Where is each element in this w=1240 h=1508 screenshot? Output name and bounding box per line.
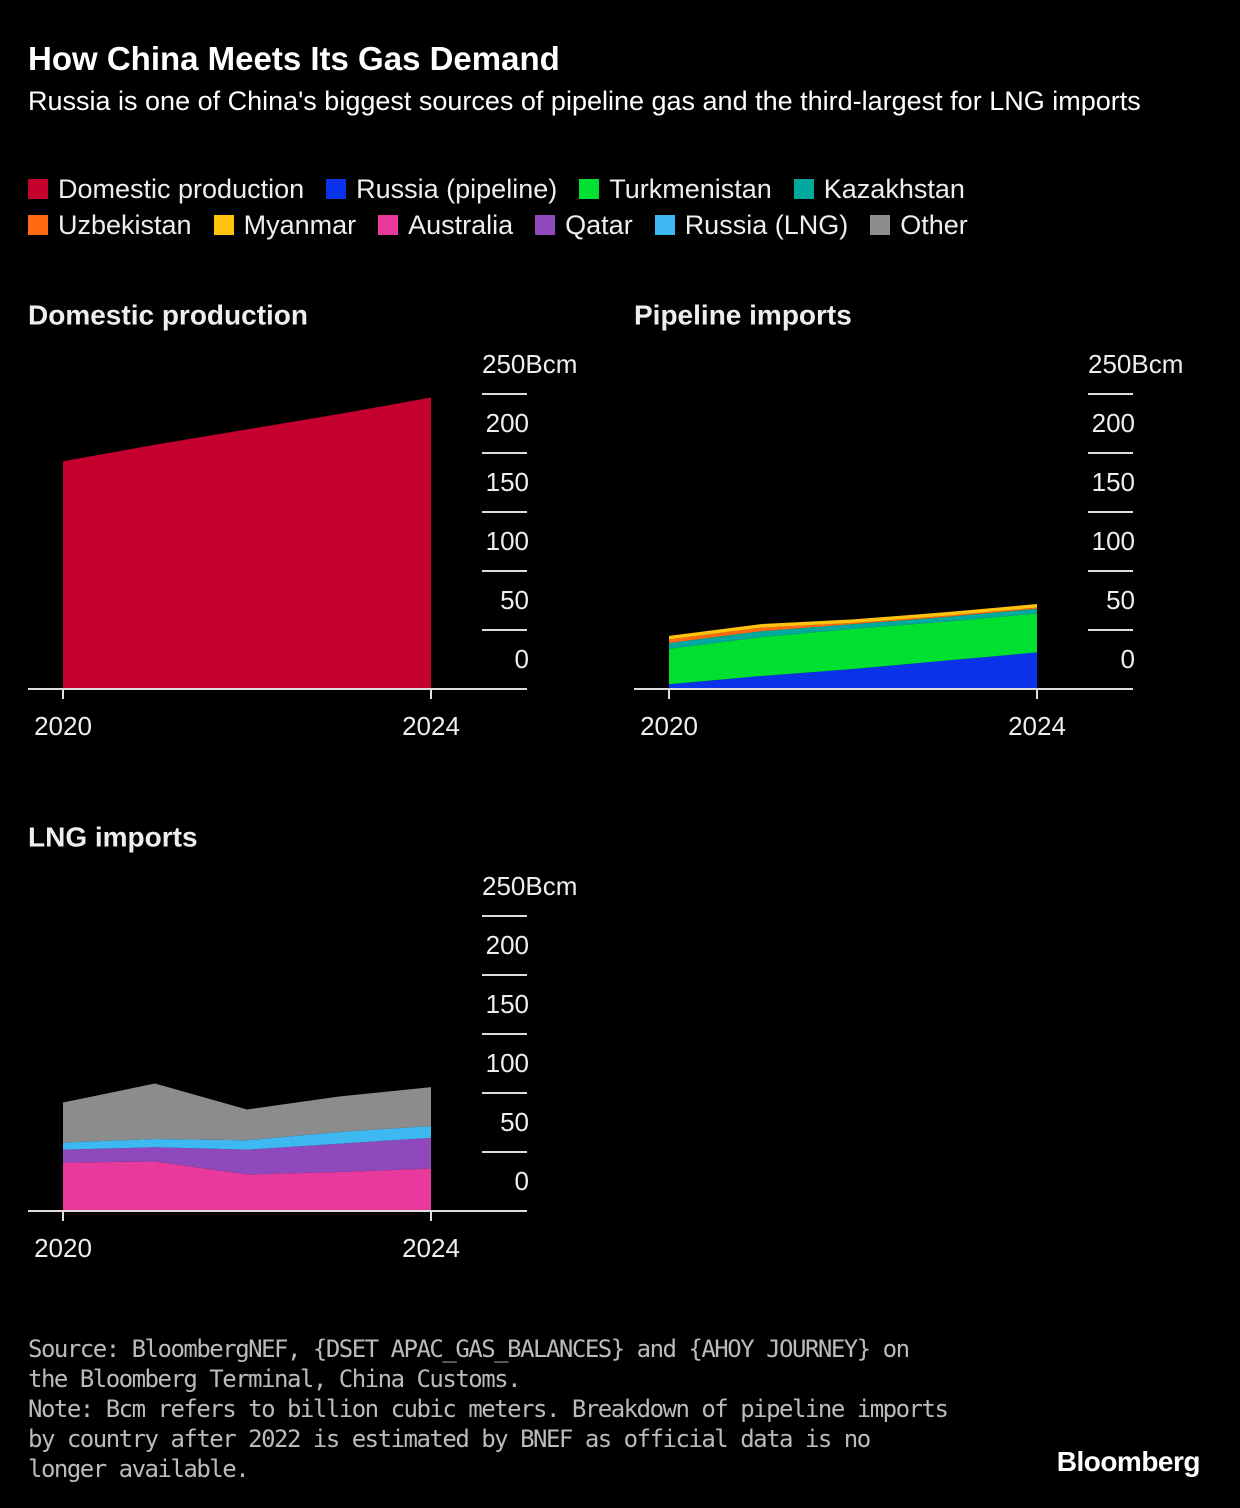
- area: [63, 1083, 431, 1143]
- legend-swatch: [535, 215, 556, 235]
- y-tick-label: 50: [500, 1107, 529, 1137]
- legend-item: Russia (pipeline): [326, 174, 557, 204]
- legend-item: Domestic production: [28, 174, 304, 204]
- area: [669, 608, 1037, 649]
- y-tick-label: 200: [1092, 408, 1135, 438]
- panel-title: LNG imports: [28, 821, 198, 852]
- x-tick-label: 2020: [640, 711, 698, 741]
- legend-label: Russia (LNG): [684, 210, 849, 240]
- legend-label: Australia: [408, 210, 514, 240]
- charts: Domestic production 0 50 100 150 200 250Bcm 202…: [28, 299, 1183, 1263]
- legend-swatch: [793, 179, 814, 199]
- legend-label: Kazakhstan: [823, 174, 965, 204]
- legend-label: Qatar: [565, 210, 633, 240]
- y-tick-label: 200: [486, 930, 529, 960]
- y-tick-label: 100: [486, 1048, 529, 1078]
- legend-label: Domestic production: [58, 174, 305, 204]
- y-tick-label: 50: [1106, 585, 1135, 615]
- area: [669, 613, 1037, 685]
- legend-swatch: [28, 215, 48, 235]
- legend-item: Other: [870, 210, 968, 240]
- legend-label: Myanmar: [243, 210, 357, 240]
- legend-item: Australia: [378, 210, 513, 240]
- x-tick-label: 2024: [1008, 711, 1066, 741]
- y-tick-label: 0: [1121, 644, 1135, 674]
- legend-item: Qatar: [535, 210, 633, 240]
- legend-swatch: [870, 215, 891, 235]
- legend-swatch: [213, 215, 234, 235]
- legend-label: Turkmenistan: [609, 174, 772, 204]
- area: [63, 397, 431, 689]
- legend-swatch: [579, 179, 600, 199]
- y-tick-label: 250Bcm: [482, 871, 577, 901]
- legend-swatch: [378, 215, 399, 235]
- legend-item: Myanmar: [213, 210, 357, 240]
- area: [669, 652, 1037, 689]
- brand: Bloomberg: [1056, 1446, 1201, 1477]
- area: [669, 607, 1037, 643]
- y-tick-label: 50: [500, 585, 529, 615]
- y-tick-label: 100: [1092, 526, 1135, 556]
- x-tick-label: 2020: [34, 711, 92, 741]
- legend-swatch: [326, 179, 347, 199]
- y-tick-label: 150: [1092, 467, 1135, 497]
- y-tick-label: 250Bcm: [1088, 349, 1183, 379]
- x-tick-label: 2020: [34, 1233, 92, 1263]
- area: [63, 1137, 431, 1175]
- area: [63, 1161, 431, 1211]
- legend-swatch: [28, 179, 48, 199]
- y-tick-label: 200: [486, 408, 529, 438]
- legend-item: Turkmenistan: [579, 174, 772, 204]
- legend-label: Uzbekistan: [58, 210, 192, 240]
- area: [63, 1126, 431, 1150]
- legend-item: Russia (LNG): [654, 210, 849, 240]
- y-tick-label: 100: [486, 526, 529, 556]
- legend: Domestic production Russia (pipeline) Turk…: [28, 174, 1128, 240]
- legend-label: Other: [900, 210, 968, 240]
- x-tick-label: 2024: [402, 1233, 460, 1263]
- x-tick-label: 2024: [402, 711, 460, 741]
- area: [669, 604, 1037, 640]
- title: How China Meets Its Gas Demand: [28, 40, 560, 77]
- y-tick-label: 150: [486, 989, 529, 1019]
- y-tick-label: 150: [486, 467, 529, 497]
- legend-swatch: [654, 215, 675, 235]
- legend-item: Kazakhstan: [793, 174, 965, 204]
- legend-item: Uzbekistan: [28, 210, 192, 240]
- panel-title: Pipeline imports: [634, 299, 852, 330]
- note: Note: Bcm refers to billion cubic meters…: [28, 1395, 949, 1483]
- subtitle: Russia is one of China's biggest sources…: [28, 86, 1141, 116]
- y-tick-label: 0: [515, 644, 529, 674]
- y-tick-label: 250Bcm: [482, 349, 577, 379]
- source: Source: BloombergNEF, {DSET APAC_GAS_BAL…: [28, 1335, 910, 1393]
- legend-label: Russia (pipeline): [356, 174, 558, 204]
- y-tick-label: 0: [515, 1166, 529, 1196]
- panel-title: Domestic production: [28, 299, 308, 330]
